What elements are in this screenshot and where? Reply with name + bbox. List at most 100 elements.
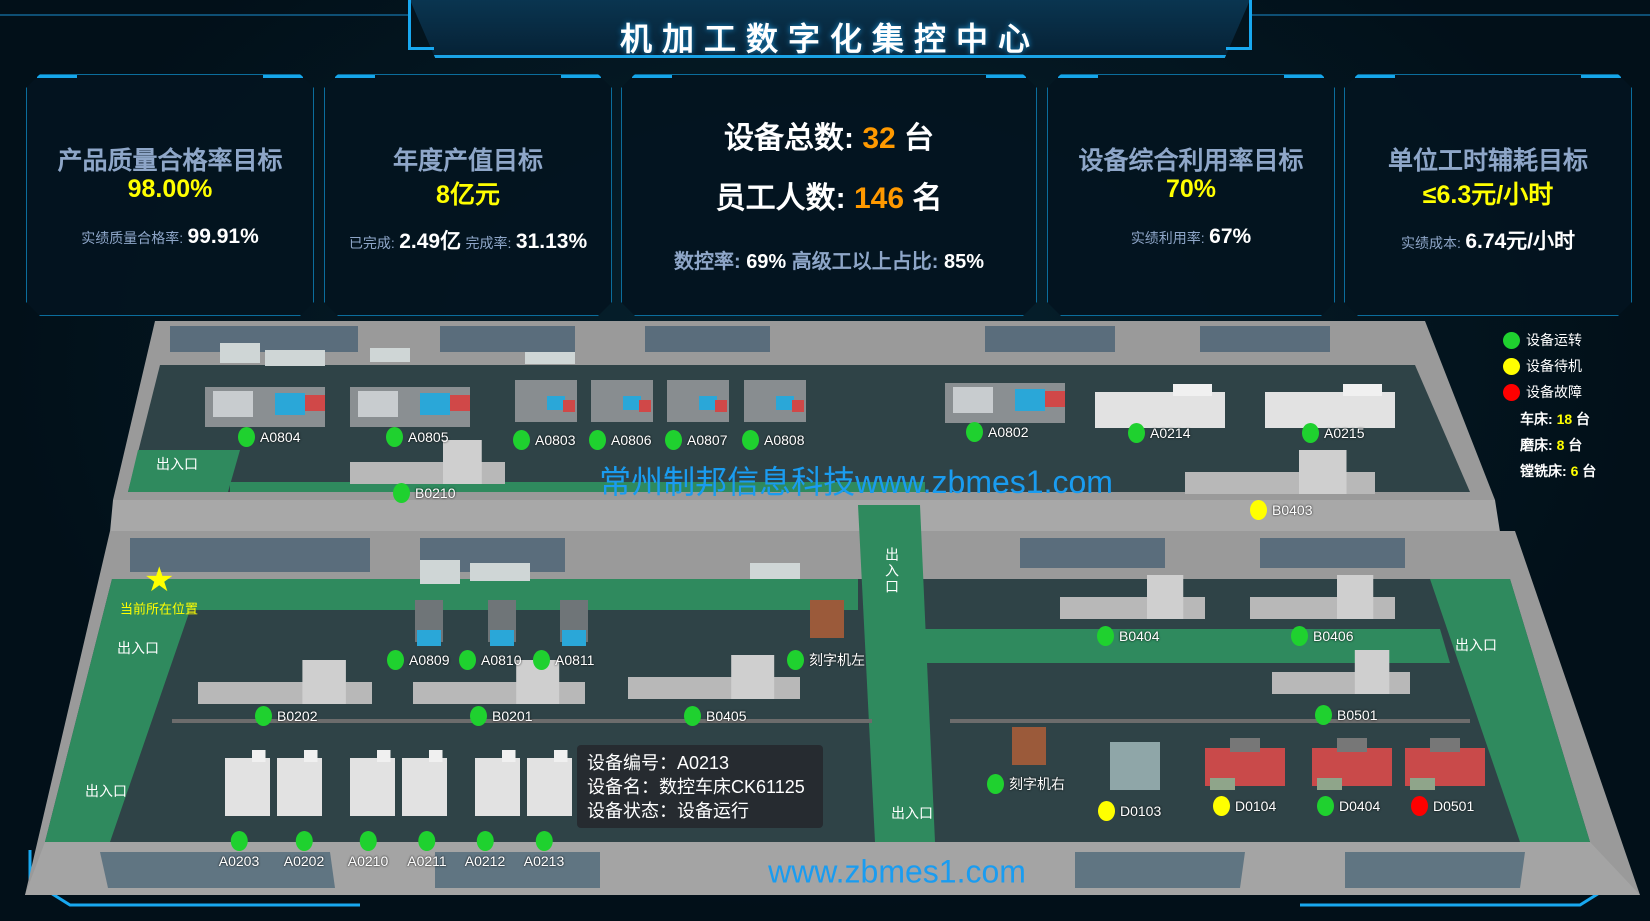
machine-label: B0406 — [1313, 628, 1354, 644]
lathe-tailstock — [1045, 391, 1065, 407]
window — [170, 326, 358, 352]
machine-marker[interactable]: A0811 — [533, 650, 594, 670]
actual-label: 实绩成本: — [1400, 235, 1461, 251]
status-dot-icon[interactable] — [1317, 796, 1334, 816]
machine-marker[interactable]: A0203 — [219, 831, 259, 869]
machine-marker[interactable]: A0805 — [386, 427, 448, 447]
lower-aisle-edge — [1430, 579, 1590, 842]
status-dot-icon[interactable] — [1291, 626, 1308, 646]
cnc-top — [377, 750, 391, 762]
staff-count: 146 — [853, 182, 905, 215]
machine-marker[interactable]: A0808 — [742, 430, 804, 450]
row-divider — [172, 719, 872, 723]
machine-marker[interactable]: A0211 — [407, 831, 447, 869]
machine-marker[interactable]: B0403 — [1250, 500, 1312, 520]
status-dot-icon[interactable] — [987, 774, 1004, 794]
status-dot-icon[interactable] — [1315, 705, 1332, 725]
status-dot-icon[interactable] — [476, 831, 494, 851]
machine-marker[interactable]: A0213 — [524, 831, 564, 869]
status-dot-icon[interactable] — [742, 430, 759, 450]
machine-label: A0211 — [407, 853, 447, 869]
status-dot-icon[interactable] — [966, 422, 983, 442]
status-dot-icon[interactable] — [684, 706, 701, 726]
cnc-part — [547, 396, 565, 410]
machine-marker[interactable]: A0202 — [284, 831, 324, 869]
cnc-top — [304, 750, 318, 762]
machine-marker[interactable]: B0501 — [1315, 705, 1377, 725]
machine-marker[interactable]: A0810 — [459, 650, 521, 670]
equipment-count: 32 — [862, 122, 896, 155]
status-dot-icon[interactable] — [255, 706, 272, 726]
machine-marker[interactable]: D0104 — [1213, 796, 1276, 816]
grinder-column — [731, 655, 775, 699]
machine-marker[interactable]: A0214 — [1128, 423, 1190, 443]
lower-aisle-center — [858, 505, 935, 842]
machine-marker[interactable]: B0404 — [1097, 626, 1159, 646]
machine-marker[interactable]: D0404 — [1317, 796, 1380, 816]
machine-marker[interactable]: A0212 — [465, 831, 505, 869]
machine-marker[interactable]: A0806 — [589, 430, 651, 450]
machine-marker[interactable]: B0202 — [255, 706, 317, 726]
machine-marker[interactable]: A0803 — [513, 430, 575, 450]
status-dot-icon[interactable] — [513, 430, 530, 450]
status-dot-icon[interactable] — [1411, 796, 1428, 816]
actual-label: 实绩利用率: — [1130, 230, 1205, 246]
cnc-part — [699, 396, 717, 410]
status-dot-icon[interactable] — [238, 427, 255, 447]
equipment-unit: 台 — [904, 122, 935, 155]
machine-marker[interactable]: D0501 — [1411, 796, 1474, 816]
machine-marker[interactable]: A0809 — [387, 650, 449, 670]
status-legend: 设备运转 设备待机 设备故障 — [1503, 327, 1582, 405]
rate-label: 完成率: — [465, 235, 512, 251]
status-dot-icon[interactable] — [1098, 801, 1115, 821]
status-dot-icon[interactable] — [459, 650, 476, 670]
status-dot-icon[interactable] — [418, 831, 436, 851]
machine-marker[interactable]: A0210 — [348, 831, 388, 869]
status-dot-icon[interactable] — [387, 650, 404, 670]
status-dot-icon[interactable] — [1302, 423, 1319, 443]
vertical-part — [562, 630, 586, 646]
shelf — [370, 348, 410, 362]
machine-marker[interactable]: A0215 — [1302, 423, 1364, 443]
window — [440, 326, 575, 352]
status-dot-icon[interactable] — [1128, 423, 1145, 443]
machine-marker[interactable]: D0103 — [1098, 801, 1161, 821]
status-dot-icon[interactable] — [470, 706, 487, 726]
status-dot-icon[interactable] — [386, 427, 403, 447]
kpi-card-center: 设备总数: 32 台 员工人数: 146 名 数控率: 69% 高级工以上占比:… — [621, 74, 1037, 316]
status-dot-icon[interactable] — [589, 430, 606, 450]
status-dot-icon[interactable] — [1097, 626, 1114, 646]
machine-label: A0213 — [523, 853, 565, 869]
card-actual: 已完成: 2.49亿 完成率: 31.13% — [325, 225, 611, 255]
status-dot-icon[interactable] — [393, 483, 410, 503]
machine-label: B0404 — [1119, 628, 1160, 644]
machine-label: A0212 — [464, 853, 506, 869]
machine-marker[interactable]: 刻字机右 — [987, 774, 1065, 794]
machine-marker[interactable]: B0406 — [1291, 626, 1353, 646]
exit-label: 出入口 — [1455, 637, 1497, 653]
machine-marker[interactable]: B0210 — [393, 483, 455, 503]
machine-marker[interactable]: A0802 — [966, 422, 1028, 442]
status-dot-icon[interactable] — [535, 831, 553, 851]
status-dot-icon[interactable] — [533, 650, 550, 670]
staff-unit: 名 — [912, 182, 943, 215]
shelf — [750, 563, 800, 579]
cnc-top — [252, 750, 266, 762]
legend-running: 设备运转 — [1503, 327, 1582, 353]
machine-marker[interactable]: A0804 — [238, 427, 300, 447]
cnc-label: 数控率: — [673, 251, 741, 273]
lathe-headstock — [358, 391, 398, 417]
machine-marker[interactable]: B0405 — [684, 706, 746, 726]
machine-label: 刻字机右 — [1009, 776, 1065, 792]
status-dot-icon[interactable] — [295, 831, 313, 851]
status-dot-icon[interactable] — [230, 831, 248, 851]
machine-marker[interactable]: B0201 — [470, 706, 532, 726]
status-dot-icon[interactable] — [359, 831, 377, 851]
status-dot-icon[interactable] — [1250, 500, 1267, 520]
status-dot-icon[interactable] — [787, 650, 804, 670]
status-dot-icon[interactable] — [1213, 796, 1230, 816]
machine-marker[interactable]: A0807 — [665, 430, 727, 450]
count-label: 镗铣床: — [1520, 463, 1567, 479]
status-dot-icon[interactable] — [665, 430, 682, 450]
machine-marker[interactable]: 刻字机左 — [787, 650, 865, 670]
